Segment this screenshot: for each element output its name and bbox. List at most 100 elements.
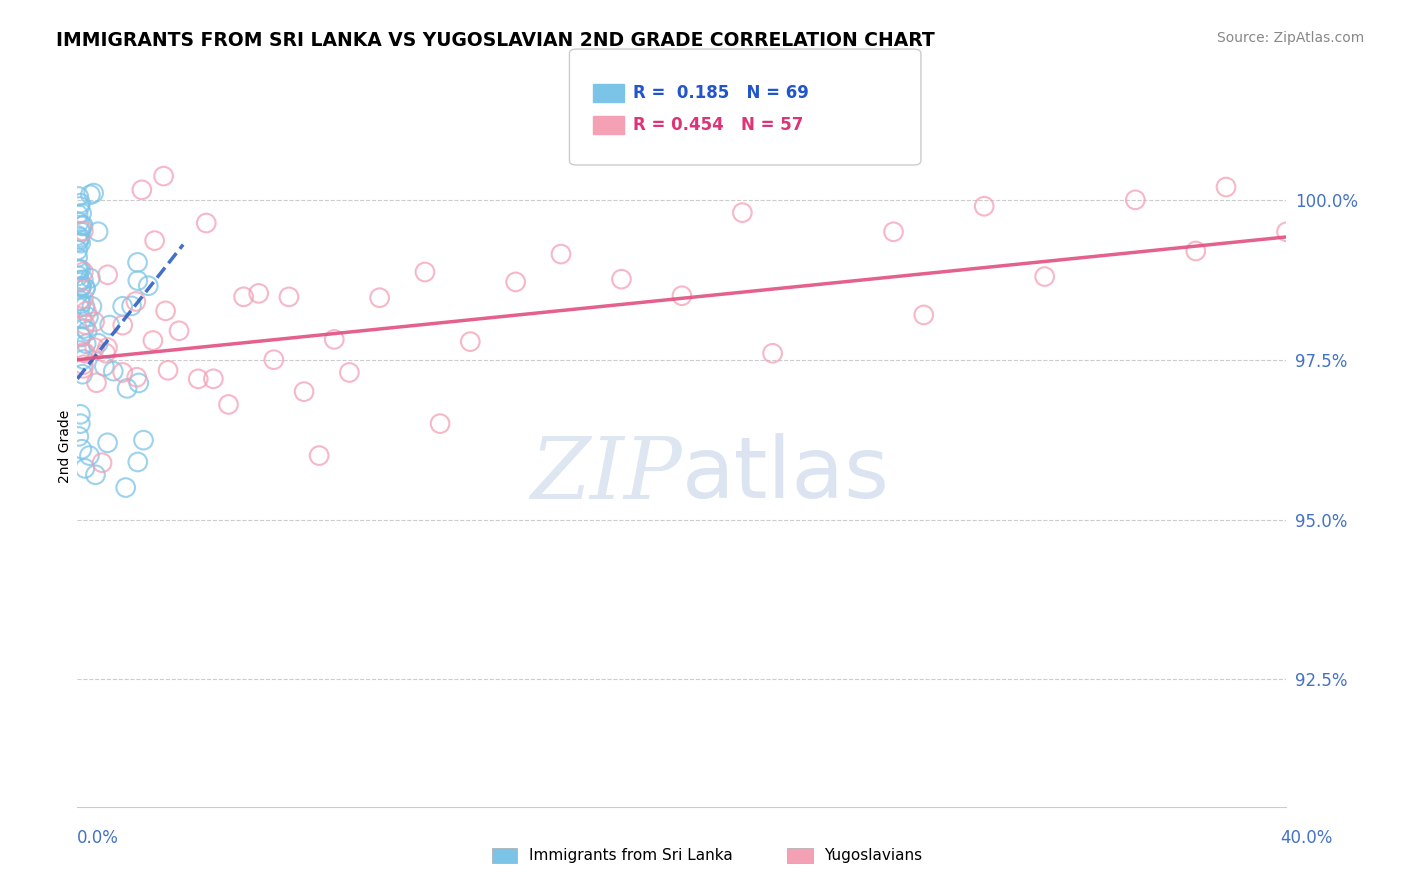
Point	[73, 461, 96, 475]
Point	[762, 346, 785, 360]
Point	[75, 336, 97, 351]
Point	[70, 281, 93, 295]
Text: Immigrants from Sri Lanka: Immigrants from Sri Lanka	[529, 848, 733, 863]
Point	[143, 234, 166, 248]
Point	[142, 334, 165, 348]
Point	[80, 299, 103, 313]
Point	[67, 215, 90, 229]
Point	[157, 363, 180, 377]
Point	[218, 397, 240, 411]
Point	[278, 290, 301, 304]
Point	[98, 318, 121, 332]
Point	[114, 481, 136, 495]
Text: Yugoslavians: Yugoslavians	[824, 848, 922, 863]
Point	[67, 235, 90, 249]
Point	[67, 232, 90, 246]
Point	[155, 303, 177, 318]
Point	[413, 265, 436, 279]
Point	[1125, 193, 1147, 207]
Point	[69, 236, 91, 251]
Point	[69, 196, 91, 211]
Point	[72, 219, 94, 233]
Point	[86, 376, 108, 390]
Point	[66, 251, 89, 265]
Point	[67, 268, 90, 283]
Point	[91, 456, 114, 470]
Point	[67, 276, 90, 290]
Point	[69, 417, 91, 431]
Point	[72, 273, 94, 287]
Point	[79, 187, 101, 202]
Point	[731, 205, 754, 219]
Point	[111, 299, 134, 313]
Point	[187, 372, 209, 386]
Point	[70, 330, 93, 344]
Point	[72, 345, 94, 359]
Point	[610, 272, 633, 286]
Point	[339, 366, 360, 380]
Point	[132, 433, 155, 447]
Point	[72, 361, 94, 376]
Point	[72, 265, 94, 279]
Point	[96, 435, 118, 450]
Point	[79, 449, 101, 463]
Point	[75, 281, 97, 295]
Point	[67, 429, 90, 443]
Point	[69, 301, 91, 315]
Point	[1185, 244, 1208, 258]
Point	[69, 408, 91, 422]
Point	[97, 268, 120, 282]
Point	[127, 274, 149, 288]
Text: R =  0.185   N = 69: R = 0.185 N = 69	[633, 84, 808, 102]
Point	[94, 346, 117, 360]
Point	[73, 321, 96, 335]
Point	[67, 262, 90, 277]
Text: 40.0%: 40.0%	[1281, 829, 1333, 847]
Point	[96, 341, 118, 355]
Point	[75, 318, 97, 332]
Point	[84, 467, 107, 482]
Point	[75, 346, 97, 360]
Point	[202, 372, 225, 386]
Point	[127, 455, 149, 469]
Point	[323, 333, 346, 347]
Point	[115, 381, 138, 395]
Point	[70, 279, 93, 293]
Point	[70, 442, 93, 457]
Point	[69, 343, 91, 358]
Point	[973, 199, 995, 213]
Point	[87, 225, 110, 239]
Point	[247, 286, 270, 301]
Point	[70, 279, 93, 293]
Point	[458, 334, 481, 349]
Point	[72, 368, 94, 382]
Point	[232, 290, 254, 304]
Point	[368, 291, 391, 305]
Point	[69, 225, 91, 239]
Point	[195, 216, 218, 230]
Point	[671, 289, 693, 303]
Point	[912, 308, 935, 322]
Point	[67, 207, 90, 221]
Point	[72, 358, 94, 372]
Point	[66, 228, 89, 243]
Text: R = 0.454   N = 57: R = 0.454 N = 57	[633, 116, 803, 134]
Point	[70, 329, 93, 343]
Point	[69, 230, 91, 244]
Point	[66, 243, 89, 257]
Point	[152, 169, 174, 183]
Point	[505, 275, 527, 289]
Point	[167, 324, 190, 338]
Point	[73, 299, 96, 313]
Text: 0.0%: 0.0%	[77, 829, 120, 847]
Point	[75, 304, 97, 318]
Point	[1033, 269, 1056, 284]
Point	[125, 294, 148, 309]
Point	[429, 417, 451, 431]
Point	[69, 200, 91, 214]
Point	[131, 183, 153, 197]
Text: Source: ZipAtlas.com: Source: ZipAtlas.com	[1216, 31, 1364, 45]
Point	[70, 296, 93, 310]
Point	[69, 262, 91, 277]
Point	[308, 449, 330, 463]
